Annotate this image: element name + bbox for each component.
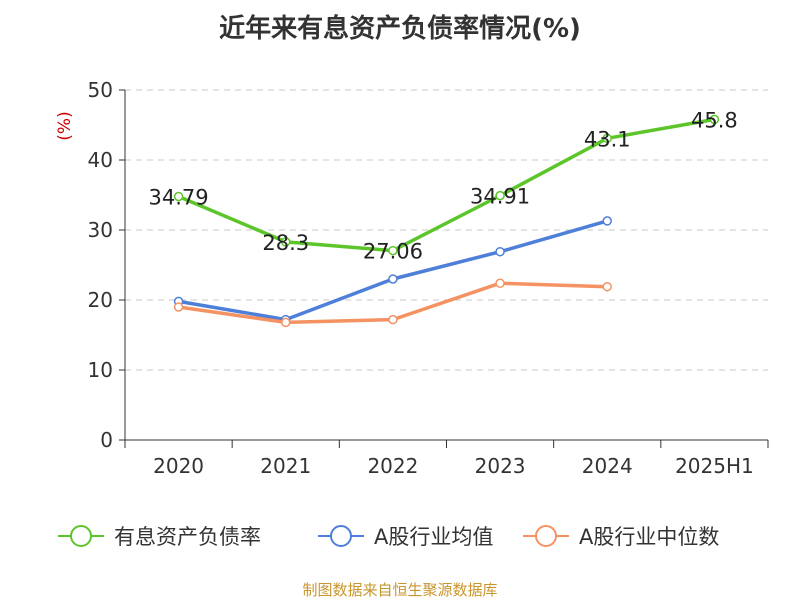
legend-marker-0 [70,525,92,547]
legend: 有息资产负债率 A股行业均值 A股行业中位数 [58,525,719,549]
legend-label-2: A股行业中位数 [579,525,719,549]
y-tick-label: 0 [100,428,113,452]
legend-marker-1 [330,525,352,547]
y-tick-label: 50 [88,78,113,102]
series-0-point [281,237,291,247]
series-0-point [173,191,184,202]
series-2-point [173,302,184,312]
y-axis-unit-label: (%) [55,111,75,140]
series-2-point [281,317,291,328]
data-label-layer: 34.79 28.3 27.06 34.91 43.1 45.8 [149,108,738,263]
x-tick-label: 2020 [153,454,204,478]
data-label: 28.3 [262,231,309,255]
y-tick-label: 20 [88,288,113,312]
series-1-point [602,216,612,226]
grid-layer [125,89,768,371]
data-label: 34.79 [149,185,209,209]
legend-marker-2 [535,525,557,547]
chart-title: 近年来有息资产负债率情况(%) [219,14,581,44]
data-label: 34.91 [470,185,530,209]
series-2-point [388,314,398,325]
data-label: 27.06 [363,240,423,264]
series-0-point [495,190,505,201]
y-tick-label: 40 [88,148,113,172]
y-tick-label: 30 [88,218,113,242]
x-tick-label: 2023 [475,454,526,478]
series-layer [173,114,720,328]
series-0-point [388,245,398,256]
series-0-point [602,133,612,144]
series-1-point [388,274,398,284]
data-label: 45.8 [691,108,738,132]
source-note: 制图数据来自恒生聚源数据库 [302,581,498,599]
series-1-point [495,246,505,257]
legend-label-0: 有息资产负债率 [114,525,261,549]
series-line-1 [176,219,609,322]
series-2-point [495,278,505,288]
x-tick-label: 2022 [367,454,418,478]
series-0-point [709,114,720,125]
y-tick-label: 10 [88,358,113,382]
x-tick-label: 2021 [260,454,311,478]
x-tick-label: 2025H1 [675,454,754,478]
series-2-point [602,281,612,292]
x-tick-label: 2024 [582,454,633,478]
axis-layer: 0 10 20 30 40 50 (%) 2020 2021 2022 2023 2024 2025H1 [55,78,769,478]
legend-label-1: A股行业均值 [374,525,493,549]
data-label: 43.1 [584,127,631,151]
series-line-0 [176,117,717,253]
